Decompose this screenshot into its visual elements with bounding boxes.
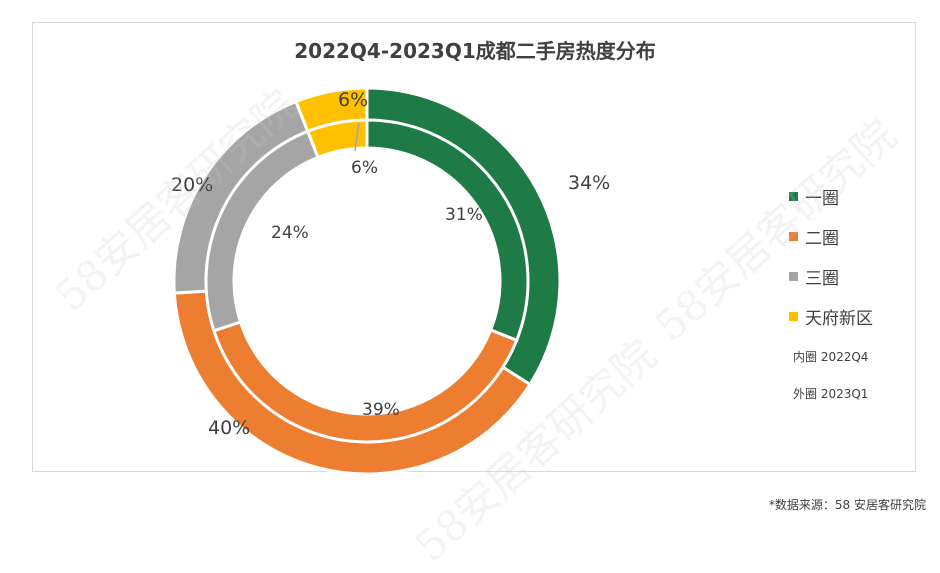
legend-item-3: 三圈 [789, 256, 873, 296]
inner-label-1: 31% [445, 205, 483, 225]
legend-swatch [789, 311, 798, 321]
chart-frame: 2022Q4-2023Q1成都二手房热度分布 34% 40% 20% 6% 31% 39%… [32, 22, 916, 473]
source-note: *数据来源：58 安居客研究院 [768, 498, 926, 512]
inner-label-3: 24% [271, 223, 309, 243]
legend-swatch [789, 231, 798, 241]
outer-label-4: 6% [338, 89, 368, 111]
chart-title: 2022Q4-2023Q1成都二手房热度分布 [294, 39, 656, 63]
outer-label-1: 34% [568, 172, 610, 194]
inner-label-leader-line [354, 122, 360, 152]
legend-item-4: 天府新区 [789, 296, 873, 336]
inner-label-4: 6% [351, 158, 378, 178]
legend-label: 一圈 [805, 188, 839, 209]
outer-label-2: 40% [208, 417, 250, 439]
outer-label-3: 20% [171, 174, 213, 196]
inner-ring-note: 内圈 2022Q4 [793, 350, 869, 364]
outer-ring-note: 外圈 2023Q1 [793, 387, 869, 401]
legend: 一圈二圈三圈天府新区 [789, 176, 873, 336]
legend-label: 天府新区 [805, 308, 873, 329]
data-labels: 34% 40% 20% 6% 31% 39% 24% 6% [171, 89, 610, 439]
legend-item-1: 一圈 [789, 176, 873, 216]
legend-swatch [789, 191, 798, 201]
inner-ring [204, 118, 530, 444]
legend-item-2: 二圈 [789, 216, 873, 256]
legend-label: 三圈 [805, 268, 839, 289]
inner-label-2: 39% [362, 400, 400, 420]
legend-swatch [789, 271, 798, 281]
donut-chart: 34% 40% 20% 6% 31% 39% 24% 6% [171, 86, 610, 473]
inner-ring-slice-4 [305, 118, 369, 160]
legend-label: 二圈 [805, 228, 839, 249]
